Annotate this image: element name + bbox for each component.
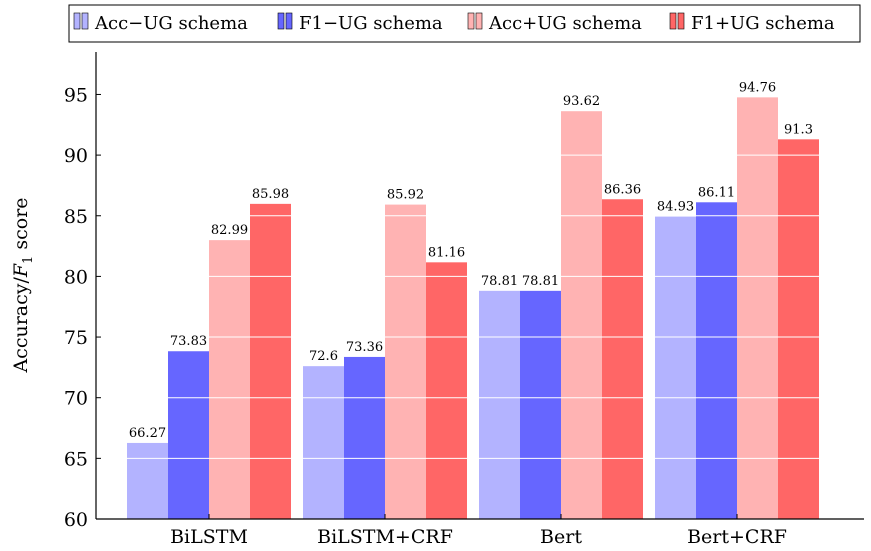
bar-bert-crf-series-4 bbox=[778, 139, 819, 519]
y-tick-label: 85 bbox=[64, 206, 88, 228]
bar-bilstm-series-3 bbox=[209, 240, 250, 520]
data-label: 78.81 bbox=[522, 274, 559, 289]
svg-text:Accuracy/F1 score: Accuracy/F1 score bbox=[10, 197, 36, 373]
y-axis-label: Accuracy/F1 score bbox=[10, 197, 36, 373]
legend-label: F1−UG schema bbox=[299, 13, 443, 34]
legend: Acc−UG schema F1−UG schema Acc+UG schema F1… bbox=[68, 4, 861, 43]
bar-bert-series-3 bbox=[561, 111, 602, 520]
x-ticks: BiLSTM BiLSTM+CRF Bert Bert+CRF bbox=[170, 514, 787, 548]
data-label: 82.99 bbox=[211, 223, 248, 238]
y-tick-label: 60 bbox=[64, 509, 88, 531]
y-tick-label: 70 bbox=[64, 388, 88, 410]
data-label: 85.98 bbox=[252, 187, 289, 202]
axes bbox=[95, 52, 864, 520]
data-label: 86.11 bbox=[698, 185, 735, 200]
bar-bilstm-crf-series-2 bbox=[344, 356, 385, 519]
bars-layer bbox=[127, 97, 819, 520]
data-label: 66.27 bbox=[129, 426, 166, 441]
bar-bert-series-2 bbox=[520, 290, 561, 519]
bar-bilstm-crf-series-4 bbox=[426, 262, 467, 519]
x-tick-label: Bert bbox=[540, 526, 582, 548]
bar-bilstm-series-2 bbox=[168, 351, 209, 519]
x-tick-label: BiLSTM bbox=[170, 526, 248, 548]
data-label: 94.76 bbox=[739, 80, 776, 95]
y-tick-label: 75 bbox=[64, 327, 88, 349]
data-label: 78.81 bbox=[481, 274, 518, 289]
data-label: 85.92 bbox=[387, 188, 424, 203]
bar-bilstm-crf-series-1 bbox=[303, 366, 344, 519]
data-label: 86.36 bbox=[604, 182, 641, 197]
legend-swatch bbox=[467, 12, 483, 30]
bar-bert-series-1 bbox=[479, 290, 520, 519]
bar-bilstm-crf-series-3 bbox=[385, 204, 426, 520]
data-labels-layer: 66.27 73.83 82.99 85.98 72.6 73.36 85.92 81.16 7… bbox=[129, 80, 813, 441]
bar-bert-crf-series-1 bbox=[655, 216, 696, 519]
legend-label: F1+UG schema bbox=[691, 13, 835, 34]
legend-label: Acc+UG schema bbox=[488, 13, 642, 34]
data-label: 91.3 bbox=[784, 122, 813, 137]
data-label: 73.36 bbox=[346, 340, 383, 355]
y-tick-label: 95 bbox=[64, 84, 88, 106]
bar-bert-crf-series-2 bbox=[696, 202, 737, 519]
legend-swatch bbox=[73, 12, 89, 30]
gridlines bbox=[96, 93, 864, 459]
data-label: 93.62 bbox=[563, 94, 600, 109]
data-label: 84.93 bbox=[657, 200, 694, 215]
bar-bert-crf-series-3 bbox=[737, 97, 778, 519]
data-label: 73.83 bbox=[170, 334, 207, 349]
legend-swatch bbox=[669, 12, 685, 30]
x-tick-label: BiLSTM+CRF bbox=[317, 526, 453, 548]
bar-bilstm-series-1 bbox=[127, 442, 168, 519]
data-label: 81.16 bbox=[428, 245, 465, 260]
y-tick-label: 90 bbox=[64, 145, 88, 167]
y-ticks: 60 65 70 75 80 85 90 95 bbox=[64, 84, 101, 531]
y-tick-label: 65 bbox=[64, 448, 88, 470]
x-tick-label: Bert+CRF bbox=[687, 526, 787, 548]
legend-swatch bbox=[277, 12, 293, 30]
legend-label: Acc−UG schema bbox=[94, 13, 248, 34]
data-label: 72.6 bbox=[309, 349, 338, 364]
legend-box bbox=[68, 4, 861, 43]
bar-bilstm-series-4 bbox=[250, 203, 291, 519]
y-tick-label: 80 bbox=[64, 266, 88, 288]
bar-bert-series-4 bbox=[602, 199, 643, 519]
